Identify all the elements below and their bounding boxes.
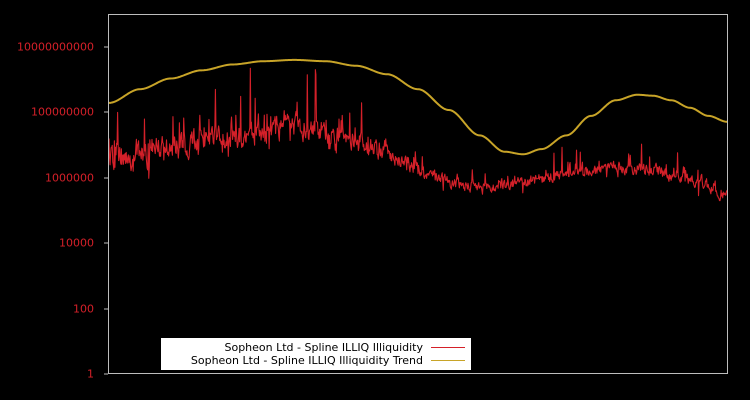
y-axis-tick-mark — [104, 111, 108, 113]
plot-area — [108, 14, 728, 374]
y-axis-tick-mark — [104, 177, 108, 179]
legend-label: Sopheon Ltd - Spline ILLIQ Illiquidity — [224, 341, 423, 354]
legend-entry-series-trend[interactable]: Sopheon Ltd - Spline ILLIQ Illiquidity T… — [167, 354, 465, 367]
series-canvas — [109, 58, 727, 202]
y-axis-tick-label: 1000000 — [45, 171, 94, 185]
chart-legend: Sopheon Ltd - Spline ILLIQ Illiquidity So… — [161, 338, 471, 370]
y-axis-tick-label: 100 — [73, 302, 94, 316]
legend-entry-series-illiquidity[interactable]: Sopheon Ltd - Spline ILLIQ Illiquidity — [167, 341, 465, 354]
legend-swatch-series-illiquidity — [431, 347, 465, 348]
legend-label: Sopheon Ltd - Spline ILLIQ Illiquidity T… — [190, 354, 423, 367]
legend-swatch-series-trend — [431, 360, 465, 361]
y-axis-tick-label: 100000000 — [31, 105, 94, 119]
series-line-trend — [109, 58, 727, 156]
series-line-illiquidity — [109, 67, 727, 202]
y-axis-tick-label: 10000000000 — [17, 40, 94, 54]
y-axis-tick-mark — [104, 242, 108, 244]
y-axis-tick-mark — [104, 46, 108, 48]
y-axis: 10000000000 100000000 1000000 10000 100 1 — [0, 0, 108, 400]
y-axis-tick-label: 1 — [87, 367, 94, 381]
y-axis-tick-label: 10000 — [59, 236, 94, 250]
y-axis-tick-mark — [104, 308, 108, 310]
y-axis-tick-mark — [104, 373, 108, 375]
